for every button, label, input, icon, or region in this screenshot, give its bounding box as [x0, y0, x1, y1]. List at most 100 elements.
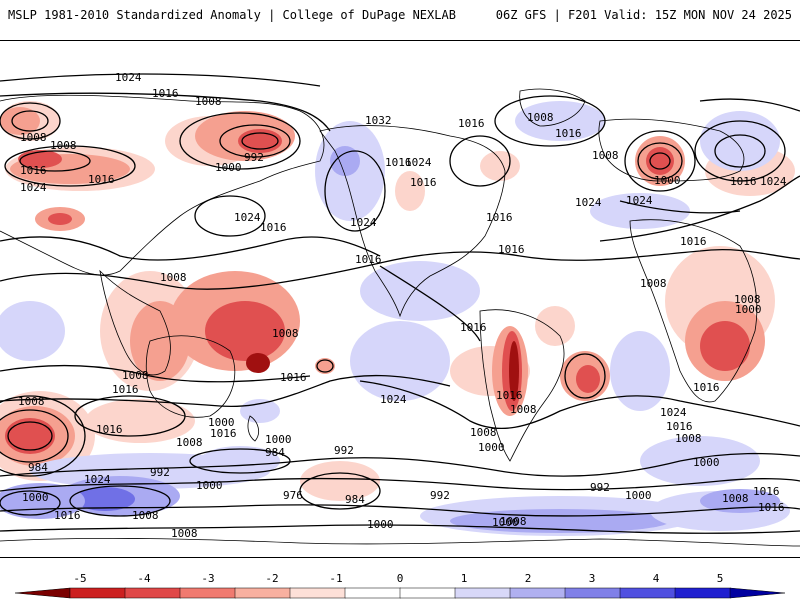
colorbar-svg [14, 587, 786, 599]
isobar-label: 1000 [492, 516, 519, 529]
isobar [624, 130, 696, 192]
map-header: MSLP 1981-2010 Standardized Anomaly | Co… [0, 0, 800, 30]
anomaly-shade [646, 147, 674, 175]
isobar-label: 1016 [693, 381, 720, 394]
map-title: MSLP 1981-2010 Standardized Anomaly | Co… [8, 8, 456, 22]
isobar-label: 1000 [265, 433, 292, 446]
coastline-seasia [99, 269, 171, 376]
isobar-label: 1016 [20, 164, 47, 177]
coastline-newzealand [247, 415, 260, 442]
anomaly-shade [75, 487, 135, 511]
isobar [0, 504, 800, 517]
colorbar-tick-label: -1 [329, 572, 343, 585]
colorbar-tick-label: 1 [460, 572, 468, 585]
isobar [564, 353, 606, 399]
isobar [19, 150, 91, 172]
coastline-asia [0, 94, 325, 276]
isobar-label: 1016 [666, 420, 693, 433]
isobar-label: 1016 [753, 485, 780, 498]
isobar [694, 120, 786, 182]
isobar-label: 1008 [510, 403, 537, 416]
colorbar-band [234, 587, 291, 599]
isobar [0, 92, 331, 132]
anomaly-shade [300, 461, 380, 501]
isobar-label: 1000 [215, 161, 242, 174]
anomaly-shade [395, 171, 425, 211]
anomaly-shade [576, 365, 600, 393]
colorbar-band [124, 587, 181, 599]
isobar-label: 1032 [365, 114, 392, 127]
isobar-label: 1008 [500, 515, 527, 528]
colorbar-tick-label: -3 [201, 572, 215, 585]
colorbar-band [179, 587, 236, 599]
isobar-label: 1008 [272, 327, 299, 340]
isobar-label: 1016 [210, 427, 237, 440]
isobar-label: 1024 [350, 216, 377, 229]
isobar-label: 1024 [234, 211, 261, 224]
anomaly-shade [610, 331, 670, 411]
isobar-labels: 1024 1016 1008 1008 1016 1024 1008 992 1… [18, 71, 787, 540]
colorbar-band [674, 587, 731, 599]
isobar-label: 992 [150, 466, 170, 479]
isobar [699, 98, 800, 112]
isobar [0, 73, 321, 87]
anomaly-shade [0, 107, 40, 135]
isobar [0, 409, 69, 463]
coastline-south-america [479, 309, 565, 462]
isobar-label: 984 [28, 461, 48, 474]
isobar-label: 1008 [20, 131, 47, 144]
isobar [0, 374, 451, 408]
isobar-label: 1024 [760, 175, 787, 188]
isobar [194, 195, 266, 237]
anomaly-shade [200, 446, 280, 476]
isobar-label: 1000 [478, 441, 505, 454]
isobar-label: 1016 [498, 243, 525, 256]
isobar [649, 152, 671, 170]
isobar [637, 142, 683, 180]
isobar-label: 992 [244, 151, 264, 164]
isobar-label: 1016 [458, 117, 485, 130]
colorbar-band [69, 587, 126, 599]
isobar [0, 452, 800, 477]
isobar-label: 1016 [486, 211, 513, 224]
isobar [74, 395, 186, 437]
anomaly-shade [48, 213, 72, 225]
isobar-label: 992 [590, 481, 610, 494]
colorbar-band [454, 587, 511, 599]
isobar-label: 1016 [496, 389, 523, 402]
isobar-label: 1008 [122, 369, 149, 382]
colorbar-band [399, 587, 456, 599]
colorbar-tick-label: -2 [265, 572, 279, 585]
anomaly-map: 1024 1016 1008 1008 1016 1024 1008 992 1… [0, 40, 800, 558]
anomaly-shade [205, 301, 285, 361]
isobar-label: 984 [345, 493, 365, 506]
isobar-label: 1008 [160, 271, 187, 284]
isobar-label: 1000 [654, 174, 681, 187]
isobar-label: 1008 [675, 432, 702, 445]
anomaly-shade [640, 436, 760, 486]
anomaly-shade [515, 101, 605, 141]
colorbar: -5 -4 -3 -2 -1 0 1 2 3 4 5 [0, 570, 800, 600]
isobar [0, 395, 86, 477]
anomaly-shade [480, 151, 520, 181]
isobar-label: 1008 [18, 395, 45, 408]
isobar [0, 236, 381, 261]
colorbar-band [564, 587, 621, 599]
colorbar-tick-label: -5 [73, 572, 87, 585]
isobar-label: 1016 [555, 127, 582, 140]
isobar-label: 1000 [367, 518, 394, 531]
colorbar-band [344, 587, 401, 599]
isobar-label: 1016 [96, 423, 123, 436]
isobar-label: 992 [430, 489, 450, 502]
isobar [599, 175, 800, 242]
colorbar-tick-label: 3 [588, 572, 596, 585]
isobar [0, 364, 311, 383]
isobar [359, 380, 800, 429]
isobar [0, 102, 61, 140]
isobar [299, 472, 381, 510]
isobar-label: 1008 [132, 509, 159, 522]
isobar-label: 1000 [693, 456, 720, 469]
isobar-label: 1008 [176, 436, 203, 449]
isobar-label: 1008 [592, 149, 619, 162]
